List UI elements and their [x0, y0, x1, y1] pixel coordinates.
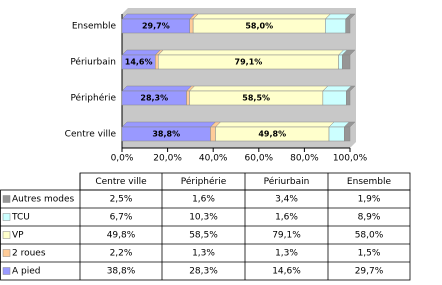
- bar-depth: [188, 85, 329, 92]
- table-cell: 10,3%: [189, 213, 218, 223]
- bar-segment: [322, 90, 347, 106]
- table-border: [0, 189, 411, 281]
- bar-depth: [121, 13, 196, 20]
- legend-label: Autres modes: [12, 195, 75, 205]
- table-cell: 49,8%: [107, 231, 136, 241]
- x-tick-label: 60,0%: [245, 154, 274, 164]
- legend-swatch: [2, 249, 11, 257]
- data-label: 14,6%: [125, 58, 153, 67]
- x-tick-label: 40,0%: [199, 154, 228, 164]
- bar-segment: [189, 18, 194, 34]
- bar-segment: [210, 126, 216, 142]
- table-cell: 2,2%: [110, 249, 133, 259]
- plot-wall: [122, 8, 356, 148]
- bar-segment: [341, 54, 351, 70]
- bar-segment: [344, 126, 351, 142]
- table-header: Périurbain: [264, 176, 310, 187]
- legend-swatch: [2, 267, 11, 275]
- table-cell: 6,7%: [110, 213, 133, 223]
- legend-swatch: [2, 213, 11, 221]
- table-cell: 1,3%: [192, 249, 215, 259]
- bar-depth: [121, 85, 193, 92]
- table-cell: 14,6%: [272, 267, 301, 277]
- y-tick-label: Périphérie: [70, 93, 116, 104]
- table-cell: 3,4%: [275, 195, 298, 205]
- table-cell: 79,1%: [272, 231, 301, 241]
- data-label: 28,3%: [140, 94, 168, 103]
- bar-depth: [157, 49, 345, 56]
- table-cell: 8,9%: [358, 213, 381, 223]
- y-tick-label: Ensemble: [72, 22, 117, 32]
- table-cell: 1,5%: [358, 249, 381, 259]
- data-label: 79,1%: [235, 58, 263, 67]
- legend-swatch: [2, 231, 11, 239]
- table-cell: 1,6%: [275, 213, 298, 223]
- data-label: 58,0%: [245, 22, 273, 31]
- table-cell: 1,6%: [192, 195, 215, 205]
- legend-label: TCU: [11, 213, 30, 223]
- x-tick-label: 0,0%: [111, 154, 134, 164]
- table-header: Périphérie: [181, 176, 227, 187]
- bar-depth: [121, 49, 161, 56]
- table-cell: 38,8%: [107, 267, 136, 277]
- y-tick-label: Périurbain: [70, 57, 116, 68]
- bar-segment: [325, 18, 346, 34]
- data-label: 58,5%: [242, 94, 270, 103]
- bar-segment: [186, 90, 190, 106]
- data-label: 29,7%: [142, 22, 170, 31]
- table-cell: 58,5%: [189, 231, 218, 241]
- table-header: Ensemble: [347, 177, 392, 187]
- bar-depth: [192, 13, 331, 20]
- data-label: 49,8%: [258, 130, 286, 139]
- bar-depth: [214, 121, 335, 128]
- table-cell: 58,0%: [355, 231, 384, 241]
- bar-segment: [155, 54, 159, 70]
- x-tick-label: 100,0%: [333, 154, 368, 164]
- table-cell: 29,7%: [355, 267, 384, 277]
- legend-label: VP: [12, 231, 24, 241]
- bar-segment: [328, 126, 345, 142]
- table-header: Centre ville: [95, 177, 147, 187]
- bar-segment: [346, 90, 351, 106]
- legend-label: 2 roues: [12, 249, 46, 259]
- table-cell: 28,3%: [189, 267, 218, 277]
- bar-segment: [338, 54, 343, 70]
- y-tick-label: Centre ville: [65, 130, 117, 140]
- table-cell: 2,5%: [110, 195, 133, 205]
- data-label: 38,8%: [152, 130, 180, 139]
- legend-label: A pied: [12, 267, 40, 277]
- table-cell: 1,3%: [275, 249, 298, 259]
- bar-segment: [345, 18, 351, 34]
- x-tick-label: 20,0%: [153, 154, 182, 164]
- bar-depth: [121, 121, 217, 128]
- table-cell: 1,9%: [358, 195, 381, 205]
- legend-swatch: [2, 195, 11, 203]
- x-tick-label: 80,0%: [290, 154, 319, 164]
